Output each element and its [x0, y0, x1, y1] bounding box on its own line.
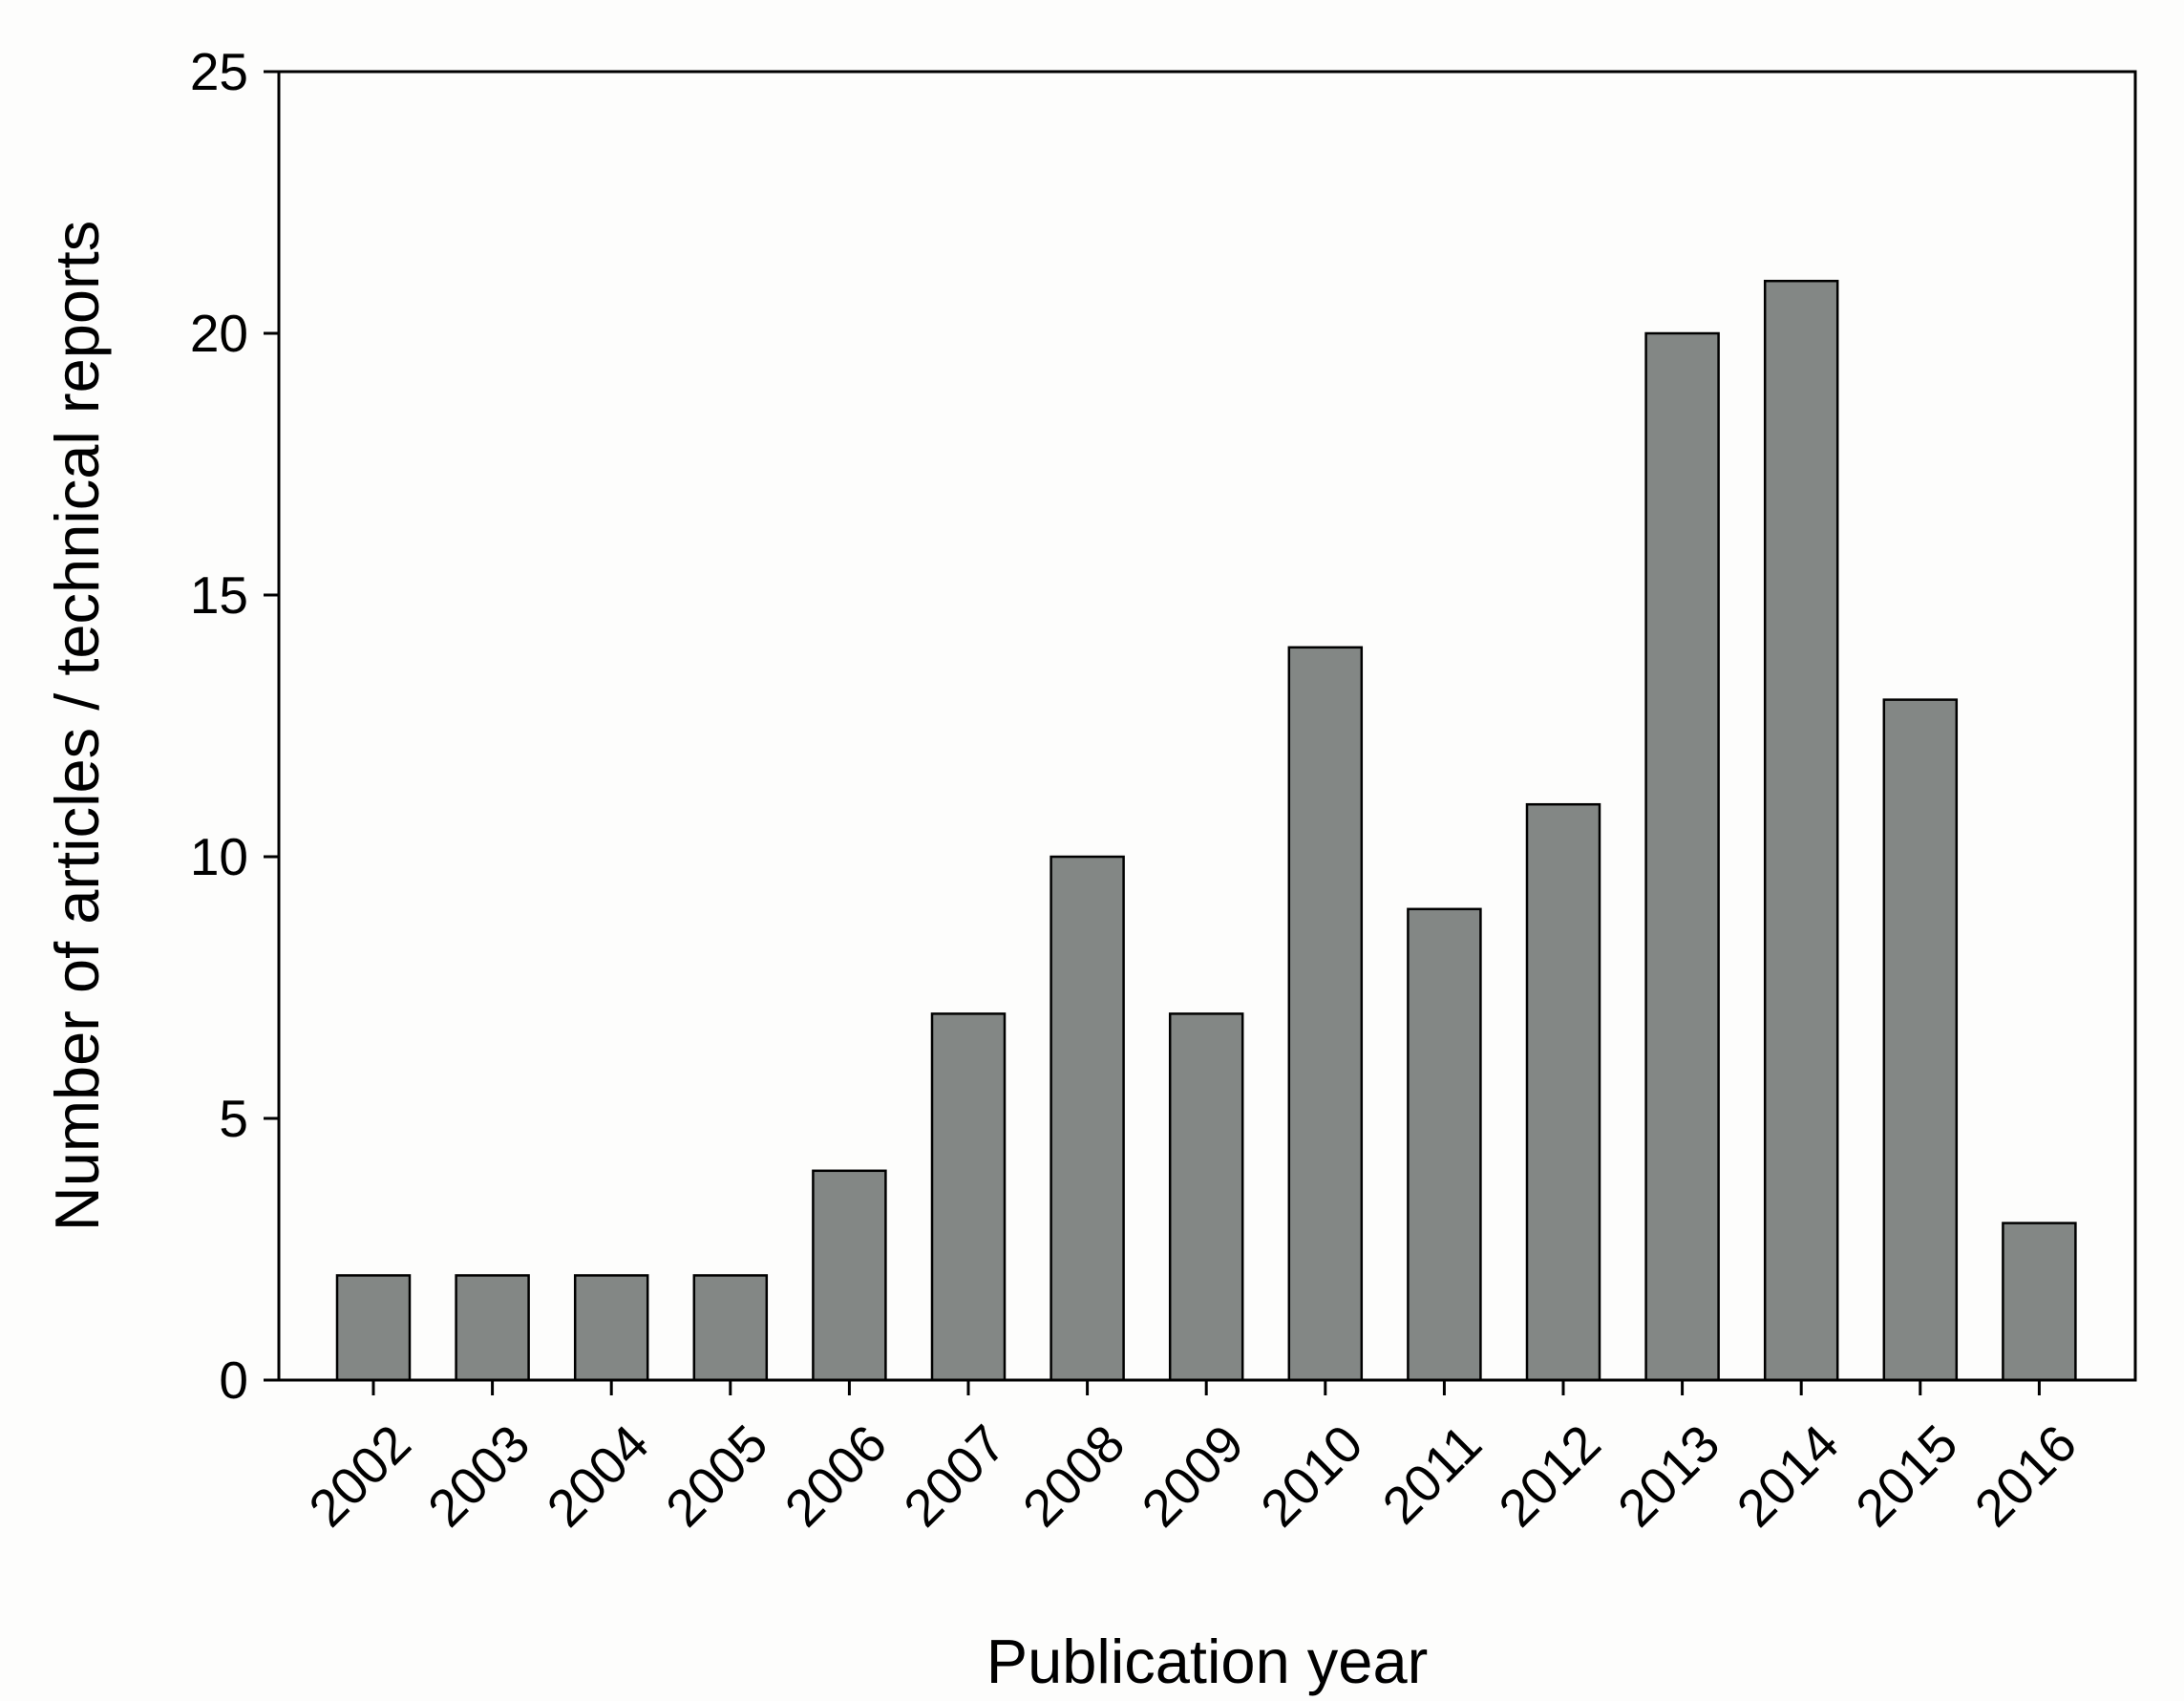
- bar-2013: [1644, 331, 1720, 1382]
- bar-2009: [1168, 1012, 1244, 1382]
- bar-2002: [335, 1274, 412, 1382]
- y-tick-label: 5: [219, 1089, 248, 1148]
- y-tick-label: 15: [190, 565, 248, 625]
- bar-2007: [930, 1012, 1007, 1382]
- bars-layer: [335, 279, 2077, 1382]
- y-axis-title: Number of articles / technical reports: [42, 221, 112, 1231]
- y-tick-label: 10: [190, 827, 248, 886]
- bar-2005: [692, 1274, 769, 1382]
- bar-2006: [812, 1169, 887, 1382]
- y-tick-label: 20: [190, 304, 248, 363]
- x-axis-title: Publication year: [986, 1627, 1429, 1696]
- bar-2016: [2002, 1222, 2077, 1382]
- bar-2004: [573, 1274, 649, 1382]
- bar-2014: [1763, 279, 1839, 1382]
- y-tick-label: 0: [219, 1350, 248, 1410]
- bar-2012: [1525, 802, 1601, 1382]
- bar-2011: [1407, 907, 1482, 1382]
- bar-2003: [455, 1274, 530, 1382]
- bar-2015: [1882, 698, 1959, 1382]
- bar-2008: [1050, 855, 1125, 1382]
- bar-2010: [1287, 646, 1364, 1382]
- y-tick-label: 25: [190, 42, 248, 101]
- y-axis: 0 5 10 15 20 25: [190, 42, 279, 1410]
